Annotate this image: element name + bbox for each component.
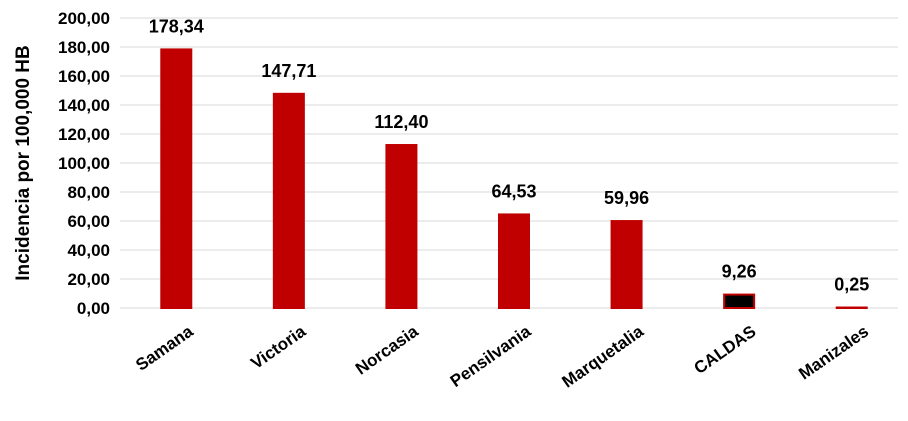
data-label: 147,71 (261, 61, 316, 81)
category-label: Samana (132, 321, 197, 374)
y-tick-label: 140,00 (58, 96, 110, 115)
y-axis-ticks: 0,00 20,00 40,00 60,00 80,00 100,00 120,00 140,… (58, 9, 110, 318)
y-tick-label: 200,00 (58, 9, 110, 28)
bars (160, 48, 868, 310)
y-tick-label: 40,00 (67, 241, 110, 260)
category-label: Manizales (795, 322, 872, 384)
bar (385, 144, 418, 309)
data-label: 59,96 (604, 188, 649, 208)
y-tick-label: 0,00 (77, 299, 110, 318)
bar (498, 213, 530, 309)
y-tick-label: 120,00 (58, 125, 110, 144)
data-label: 178,34 (149, 16, 204, 36)
category-label: Victoria (247, 321, 309, 372)
data-label: 64,53 (491, 181, 536, 201)
data-label: 0,25 (834, 275, 869, 295)
y-axis-label: Incidencia por 100,000 HB (13, 45, 34, 281)
category-labels: Samana Victoria Norcasia Pensilvania Marquet… (132, 321, 872, 391)
category-label: CALDAS (691, 322, 760, 378)
y-tick-label: 180,00 (58, 38, 110, 57)
bar (723, 293, 756, 309)
y-tick-label: 80,00 (67, 183, 110, 202)
y-tick-label: 100,00 (58, 154, 110, 173)
y-tick-label: 160,00 (58, 67, 110, 86)
bar (610, 220, 643, 309)
category-label: Norcasia (352, 321, 422, 378)
bar (272, 92, 305, 310)
y-tick-label: 60,00 (67, 212, 110, 231)
data-label: 9,26 (722, 262, 757, 282)
category-label: Pensilvania (447, 321, 535, 391)
data-labels: 178,34 147,71 112,40 64,53 59,96 9,26 0,25 (149, 16, 869, 294)
gridlines (120, 17, 898, 309)
data-label: 112,40 (374, 112, 428, 132)
y-tick-label: 20,00 (67, 270, 110, 289)
category-label: Marquetalia (559, 321, 648, 391)
bar (835, 306, 868, 309)
bar (160, 48, 193, 309)
